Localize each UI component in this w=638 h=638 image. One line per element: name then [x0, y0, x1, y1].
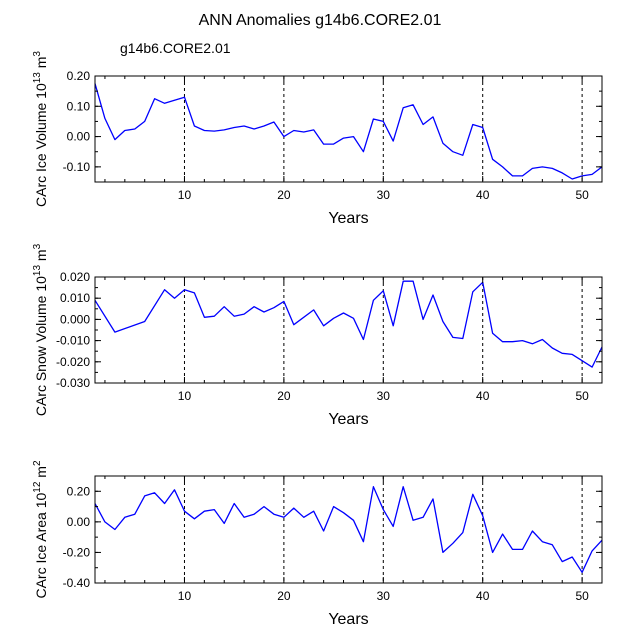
- figure-title: ANN Anomalies g14b6.CORE2.01: [199, 12, 442, 29]
- y-tick-label: 0.020: [60, 270, 90, 284]
- x-tick-label: 40: [476, 188, 490, 202]
- y-axis-label-unit: m: [33, 249, 49, 265]
- y-axis-label: CArc Ice Area 1012 m2: [32, 460, 49, 599]
- x-tick-label: 40: [476, 389, 490, 403]
- x-axis-label: Years: [328, 210, 368, 227]
- y-tick-label: -0.20: [63, 545, 91, 559]
- x-tick-label: 30: [377, 389, 391, 403]
- y-axis-label-text: CArc Ice Area 10: [33, 492, 49, 598]
- y-tick-label: 0.10: [67, 99, 91, 113]
- x-tick-label: 10: [178, 188, 192, 202]
- x-tick-label: 10: [178, 389, 192, 403]
- y-tick-label: 0.00: [67, 130, 91, 144]
- y-tick-label: 0.000: [60, 312, 90, 326]
- y-tick-label: 0.20: [67, 484, 91, 498]
- x-tick-label: 50: [575, 589, 589, 603]
- y-axis-label: CArc Snow Volume 1013 m3: [32, 243, 49, 416]
- panel-ice-area: 10 20 30 40 50 -0.40 -0.20 0.00 0.20 Years CArc Ic…: [32, 460, 603, 628]
- series-line: [94, 486, 603, 573]
- y-tick-label: -0.10: [63, 160, 91, 174]
- y-tick-label: 0.20: [67, 69, 91, 83]
- y-tick-label: 0.010: [60, 291, 90, 305]
- x-tick-label: 10: [178, 589, 192, 603]
- x-tick-label: 20: [277, 589, 291, 603]
- y-axis-label-unit-exponent: 3: [32, 51, 43, 57]
- y-axis-label-unit-exponent: 2: [32, 460, 43, 466]
- y-tick-label: -0.40: [63, 576, 91, 590]
- panel-ice-volume: 10 20 30 40 50 -0.10 0.00 0.10 0.20 Years CArc Ice…: [32, 51, 603, 227]
- y-axis-label: CArc Ice Volume 1013 m3: [32, 51, 49, 207]
- panel-snow-volume: 10 20 30 40 50 -0.030 -0.020 -0.010 0.000 0.010 0.…: [32, 243, 603, 428]
- series-line: [94, 83, 603, 180]
- x-tick-label: 40: [476, 589, 490, 603]
- y-axis-label-exponent: 13: [32, 72, 43, 84]
- x-tick-label: 20: [277, 188, 291, 202]
- y-tick-label: -0.020: [56, 355, 90, 369]
- y-axis-label-unit: m: [33, 57, 49, 73]
- y-tick-label: -0.010: [56, 334, 90, 348]
- y-axis-label-exponent: 13: [32, 265, 43, 277]
- chart-panels: 10 20 30 40 50 -0.10 0.00 0.10 0.20 Years CArc Ice…: [32, 51, 603, 628]
- x-tick-label: 50: [575, 389, 589, 403]
- y-axis-label-unit-exponent: 3: [32, 243, 43, 249]
- x-tick-label: 30: [377, 589, 391, 603]
- x-tick-label: 50: [575, 188, 589, 202]
- plot-frame: [94, 75, 603, 183]
- y-axis-label-text: CArc Snow Volume 10: [33, 276, 49, 416]
- x-axis-label: Years: [328, 611, 368, 628]
- x-tick-label: 20: [277, 389, 291, 403]
- plot-frame: [94, 276, 603, 384]
- plot-frame: [94, 475, 603, 584]
- legend-label: g14b6.CORE2.01: [120, 40, 231, 56]
- y-axis-label-unit: m: [33, 466, 49, 482]
- y-tick-label: -0.030: [56, 376, 90, 390]
- y-axis-label-exponent: 12: [32, 481, 43, 493]
- x-tick-label: 30: [377, 188, 391, 202]
- series-line: [94, 280, 603, 368]
- x-axis-label: Years: [328, 411, 368, 428]
- y-tick-label: 0.00: [67, 515, 91, 529]
- y-axis-label-text: CArc Ice Volume 10: [33, 83, 49, 207]
